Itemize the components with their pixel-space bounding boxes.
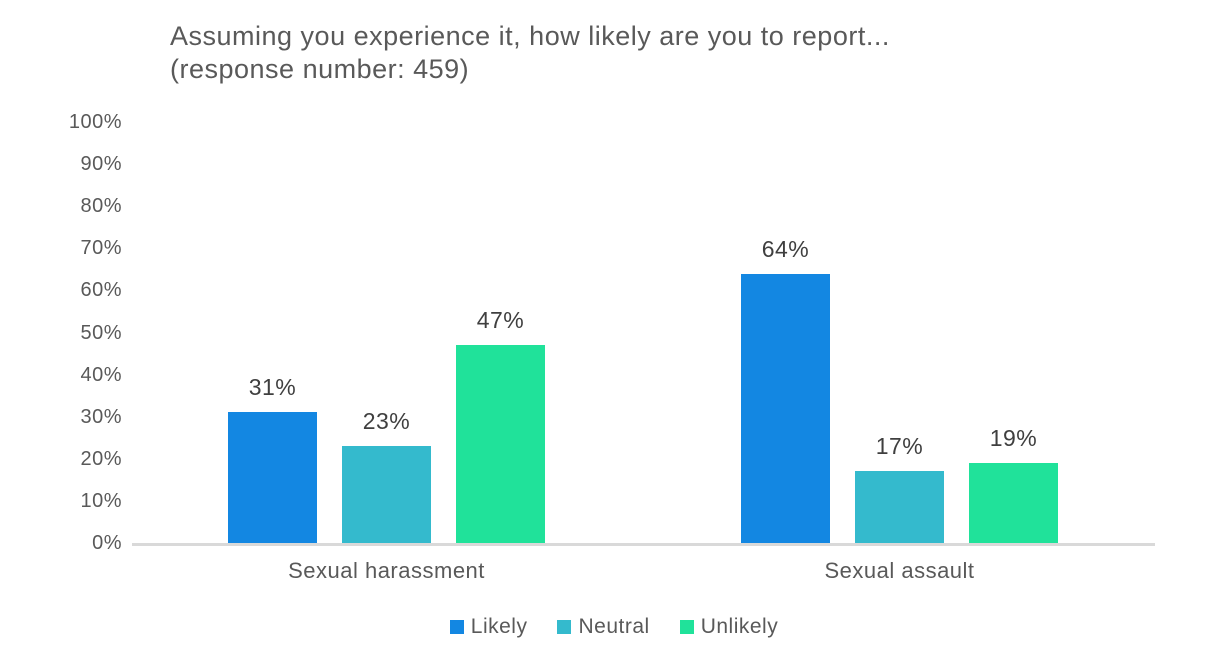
legend-swatch-unlikely — [679, 620, 694, 634]
data-label-unlikely-sexual-assault: 19% — [989, 425, 1038, 451]
bar-neutral-sexual-harassment — [342, 446, 431, 543]
y-tick-label: 80% — [80, 195, 122, 218]
legend-label-unlikely: Unlikely — [700, 615, 779, 638]
y-tick-label: 100% — [68, 111, 122, 133]
y-tick-label: 90% — [80, 153, 122, 176]
bar-unlikely-sexual-assault — [969, 463, 1058, 543]
y-tick-label: 30% — [80, 405, 122, 428]
bar-likely-sexual-harassment — [228, 412, 317, 543]
bar-neutral-sexual-assault — [855, 471, 944, 543]
chart-title: Assuming you experience it, how likely a… — [170, 20, 890, 86]
legend-label-likely: Likely — [470, 615, 528, 638]
legend-swatch-likely — [449, 620, 464, 634]
y-tick-label: 20% — [80, 447, 122, 470]
data-label-likely-sexual-assault: 64% — [761, 236, 810, 262]
bar-likely-sexual-assault — [741, 274, 830, 543]
data-label-neutral-sexual-harassment: 23% — [362, 408, 411, 434]
chart-title-line1: Assuming you experience it, how likely a… — [170, 21, 890, 51]
y-tick-label: 10% — [80, 489, 122, 512]
y-tick-label: 60% — [80, 279, 122, 302]
plot-area: 31% 23% 47% Sexual harassment 64% 17% 19% Sexua… — [132, 122, 1155, 583]
category-label-sexual-harassment: Sexual harassment — [288, 558, 485, 583]
y-axis: 0% 10% 20% 30% 40% 50% 60% 70% 80% 90% 100% — [0, 0, 122, 662]
data-label-unlikely-sexual-harassment: 47% — [476, 307, 525, 333]
y-tick-label: 0% — [92, 532, 122, 554]
data-label-neutral-sexual-assault: 17% — [875, 433, 924, 459]
data-label-likely-sexual-harassment: 31% — [248, 374, 297, 400]
legend: Likely Neutral Unlikely — [0, 615, 1228, 639]
legend-swatch-neutral — [557, 620, 572, 634]
chart-title-line2: (response number: 459) — [170, 54, 470, 84]
y-tick-label: 50% — [80, 321, 122, 344]
category-label-sexual-assault: Sexual assault — [824, 558, 975, 583]
y-tick-label: 70% — [80, 237, 122, 260]
legend-item-unlikely: Unlikely — [679, 615, 779, 639]
bar-unlikely-sexual-harassment — [456, 345, 545, 543]
legend-item-neutral: Neutral — [557, 615, 649, 639]
y-tick-label: 40% — [80, 363, 122, 386]
legend-label-neutral: Neutral — [578, 615, 650, 638]
legend-item-likely: Likely — [449, 615, 528, 639]
